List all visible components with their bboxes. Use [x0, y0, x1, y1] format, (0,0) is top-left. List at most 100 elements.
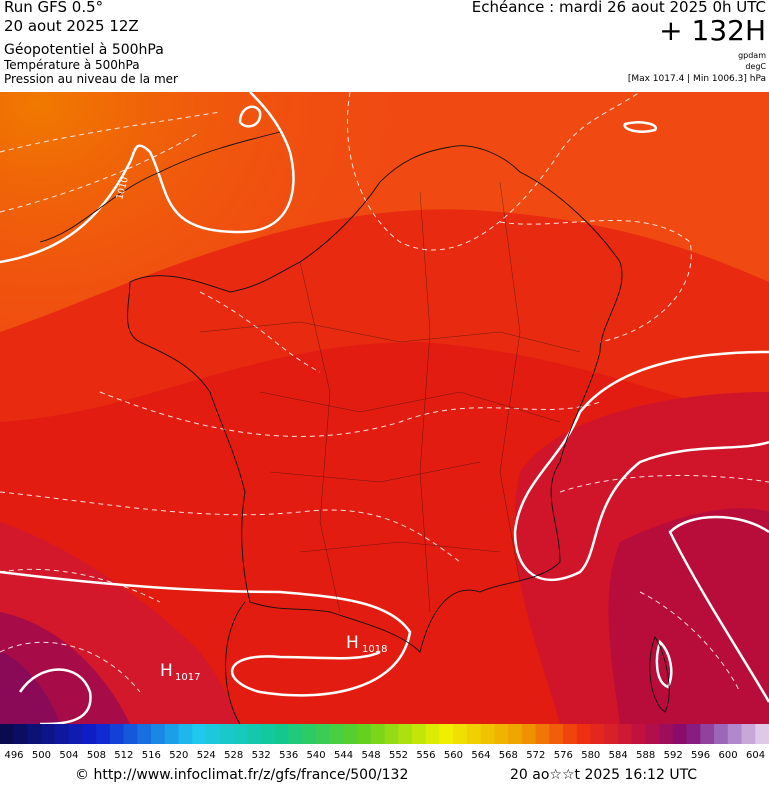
colorbar-swatch: [494, 724, 509, 744]
colorbar-swatch: [549, 724, 564, 744]
colorbar-swatch: [0, 724, 15, 744]
colorbar-swatch: [700, 724, 715, 744]
coastline: [127, 145, 623, 653]
isobar: [668, 515, 769, 703]
colorbar-label: 596: [691, 750, 710, 761]
colorbar-swatch: [631, 724, 646, 744]
colorbar-label: 520: [169, 750, 188, 761]
isobars: [0, 92, 769, 724]
field-band: [0, 652, 60, 724]
colorbar-label: 576: [554, 750, 573, 761]
colorbar-label: 564: [471, 750, 490, 761]
colorbar-swatch: [659, 724, 674, 744]
colorbar-swatch: [357, 724, 372, 744]
field: Pression au niveau de la mer: [4, 72, 178, 86]
colorbar-swatch: [68, 724, 83, 744]
pressure-range: [Max 1017.4 | Min 1006.3] hPa: [627, 74, 766, 84]
colorbar-swatch: [219, 724, 234, 744]
colorbar-swatch: [151, 724, 166, 744]
coastline: [225, 601, 246, 724]
colorbar-swatch: [288, 724, 303, 744]
isobar: [238, 105, 262, 128]
isotherm: [0, 131, 201, 213]
colorbar-label: 528: [224, 750, 243, 761]
isobar: [0, 570, 412, 697]
colorbar-swatch: [604, 724, 619, 744]
colorbar-swatch: [686, 724, 701, 744]
colorbar-label: 496: [4, 750, 23, 761]
colorbar-label: 604: [746, 750, 765, 761]
colorbar-label: 600: [719, 750, 738, 761]
colorbar-swatch: [521, 724, 537, 744]
colorbar-label: 508: [87, 750, 106, 761]
colorbar-swatch: [164, 724, 180, 744]
run-date: 20 aout 2025 12Z: [4, 17, 139, 35]
isobar: [655, 639, 673, 689]
colorbar-swatch: [137, 724, 152, 744]
colorbar-swatch: [617, 724, 633, 744]
colorbar-swatch: [13, 724, 28, 744]
isotherms: [0, 92, 769, 693]
isotherm: [0, 111, 221, 153]
colorbar-swatch: [315, 724, 331, 744]
border: [199, 181, 581, 613]
generated: 20 ao☆☆t 2025 16:12 UTC: [510, 767, 698, 783]
isotherm: [499, 220, 692, 343]
colorbar-swatch: [645, 724, 660, 744]
colorbar-label: 556: [416, 750, 435, 761]
colorbar-swatch: [590, 724, 605, 744]
isobar: [513, 350, 769, 582]
colorbar-swatch: [260, 724, 276, 744]
colorbar-label: 500: [32, 750, 51, 761]
colorbar-swatch: [439, 724, 454, 744]
colorbar-swatch: [480, 724, 495, 744]
colorbar-swatch: [425, 724, 440, 744]
colorbar-swatch: [714, 724, 729, 744]
colorbar-swatch: [343, 724, 358, 744]
colorbar-swatch: [302, 724, 317, 744]
pressure-value: 1017: [175, 672, 200, 683]
field-band: [608, 508, 769, 724]
isotherm: [0, 641, 141, 693]
colorbar-swatch: [178, 724, 193, 744]
colorbar-label: 540: [307, 750, 326, 761]
colorbar-swatch: [741, 724, 756, 744]
colorbar-swatch: [54, 724, 70, 744]
colorbar-swatch: [247, 724, 262, 744]
isotherm: [639, 591, 741, 693]
colorbar-swatch: [233, 724, 248, 744]
colorbar-swatch: [535, 724, 550, 744]
isobar: [18, 668, 92, 724]
colorbar-label: 544: [334, 750, 353, 761]
colorbar-label: 504: [59, 750, 78, 761]
isotherm: [0, 491, 461, 563]
colorbar-swatch: [453, 724, 468, 744]
colorbar-swatch: [370, 724, 385, 744]
colorbar-swatch: [205, 724, 221, 744]
source: © http://www.infoclimat.fr/z/gfs/france/…: [75, 767, 409, 783]
colorbar-label: 588: [636, 750, 655, 761]
coastline: [39, 131, 281, 243]
field: Température à 500hPa: [4, 58, 140, 72]
isotherm: [559, 474, 769, 493]
coastlines: [39, 131, 670, 724]
colorbar-label: 512: [114, 750, 133, 761]
isotherm: [0, 568, 161, 603]
colorbar-swatch: [411, 724, 427, 744]
isobar: [623, 121, 658, 133]
lead-time: + 132H: [659, 14, 766, 47]
colorbar-label: 580: [581, 750, 600, 761]
pressure-center: H: [160, 661, 173, 681]
isotherm: [99, 391, 601, 437]
colorbar: 496 500 504 508 512 516 520 524 528 532 536 540 544 5…: [0, 724, 769, 761]
colorbar-label: 568: [499, 750, 518, 761]
isotherm: [347, 92, 641, 251]
colorbar-swatch: [82, 724, 97, 744]
colorbar-label: 536: [279, 750, 298, 761]
colorbar-swatch: [755, 724, 769, 744]
colorbar-label: 548: [361, 750, 380, 761]
map: H 1018 H 1017 1010: [0, 92, 769, 724]
colorbar-swatch: [109, 724, 125, 744]
pressure-value: 1018: [362, 644, 387, 655]
